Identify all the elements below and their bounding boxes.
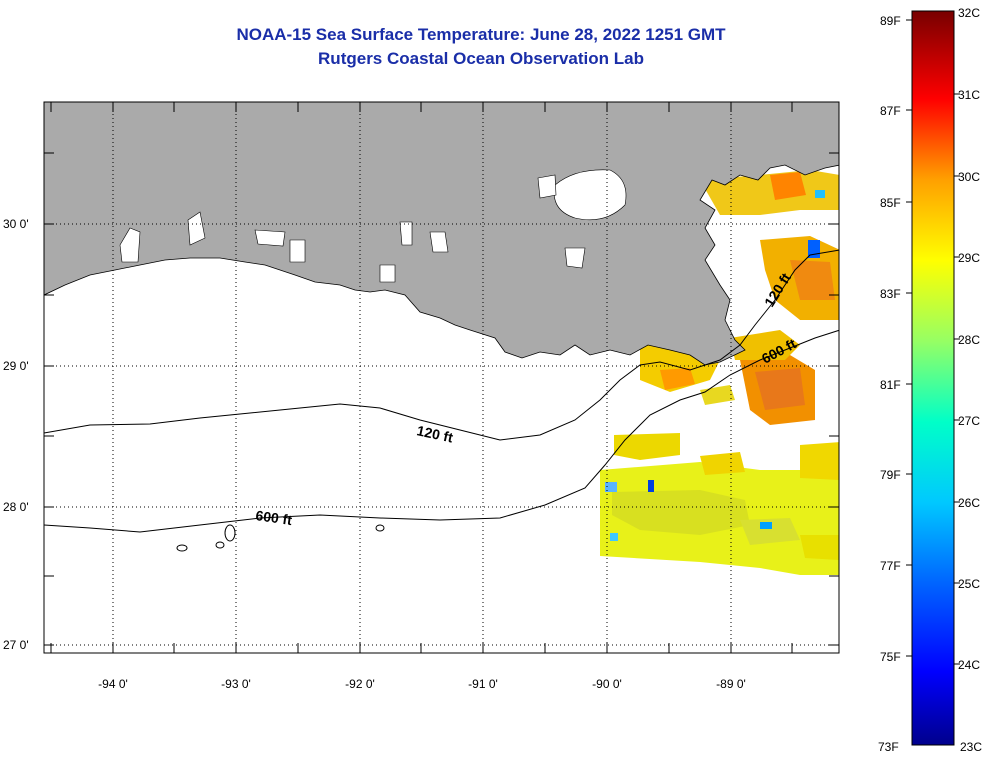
- colorbar-f-label: 73F: [878, 740, 899, 754]
- lon-label: -89 0': [716, 677, 746, 691]
- lon-label: -92 0': [345, 677, 375, 691]
- lon-label: -91 0': [468, 677, 498, 691]
- colorbar-f-label: 89F: [880, 14, 901, 28]
- colorbar-f-label: 77F: [880, 559, 901, 573]
- colorbar-f-label: 83F: [880, 287, 901, 301]
- lat-label: 28 0': [3, 500, 29, 514]
- lon-label: -93 0': [221, 677, 251, 691]
- colorbar-f-label: 81F: [880, 378, 901, 392]
- colorbar-c-label: 30C: [958, 170, 981, 184]
- colorbar-ticks: [906, 19, 960, 665]
- lakes: [119, 169, 627, 283]
- map-subtitle: Rutgers Coastal Ocean Observation Lab: [318, 49, 644, 68]
- lat-label: 29 0': [3, 359, 29, 373]
- colorbar-f-label: 75F: [880, 650, 901, 664]
- colorbar-c-label: 28C: [958, 333, 981, 347]
- lon-label: -90 0': [592, 677, 622, 691]
- colorbar-c-label: 31C: [958, 88, 981, 102]
- lon-label: -94 0': [98, 677, 128, 691]
- colorbar-c-label: 32C: [958, 6, 981, 20]
- colorbar-c-label: 29C: [958, 251, 981, 265]
- contour-label-600ft-west: 600 ft: [255, 507, 294, 528]
- contour-label-120ft-west: 120 ft: [415, 422, 454, 445]
- depth-contours: [44, 249, 839, 552]
- map-title: NOAA-15 Sea Surface Temperature: June 28…: [236, 25, 726, 44]
- axis-ticks: [44, 102, 839, 653]
- map-body: [44, 102, 839, 653]
- lat-label: 27 0': [3, 638, 29, 652]
- colorbar-c-label: 26C: [958, 496, 981, 510]
- colorbar: [911, 10, 955, 746]
- colorbar-c-label: 24C: [958, 658, 981, 672]
- lat-label: 30 0': [3, 217, 29, 231]
- colorbar-f-label: 87F: [880, 104, 901, 118]
- colorbar-c-label: 27C: [958, 414, 981, 428]
- colorbar-f-label: 79F: [880, 468, 901, 482]
- graticule: [44, 102, 839, 653]
- map-frame: [43, 101, 840, 654]
- colorbar-c-label: 23C: [960, 740, 983, 754]
- colorbar-f-label: 85F: [880, 196, 901, 210]
- colorbar-c-label: 25C: [958, 577, 981, 591]
